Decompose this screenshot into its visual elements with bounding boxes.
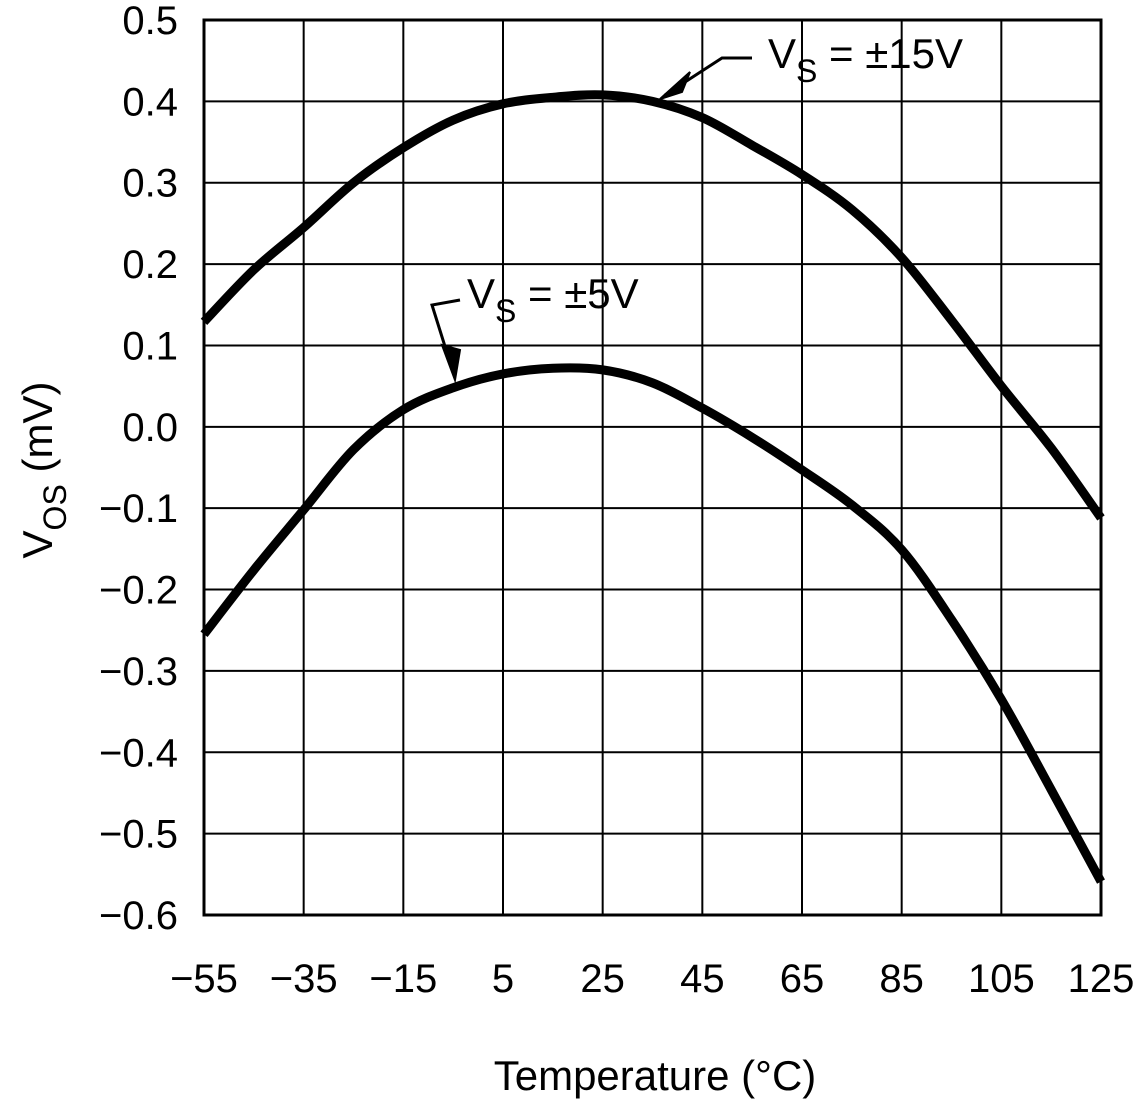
y-axis-label: VOS (mV) (14, 382, 73, 559)
y-tick-label: −0.1 (99, 487, 178, 531)
y-tick-label: 0.1 (122, 324, 178, 368)
y-tick-label: −0.6 (99, 894, 178, 938)
plot-frame (202, 18, 1103, 917)
arrowhead-15v (659, 71, 691, 100)
series-label-5v: VS = ±5V (467, 270, 639, 329)
y-tick-label: 0.0 (122, 406, 178, 450)
x-tick-label: 125 (1068, 957, 1135, 1001)
x-tick-label: −35 (270, 957, 338, 1001)
x-tick-label: 85 (879, 957, 924, 1001)
x-tick-label: −15 (369, 957, 437, 1001)
y-tick-label: 0.2 (122, 243, 178, 287)
x-tick-label: −55 (170, 957, 238, 1001)
y-tick-label: 0.3 (122, 162, 178, 206)
x-tick-labels: −55 −35 −15 5 25 45 65 85 105 125 (170, 957, 1134, 1001)
x-tick-label: 5 (492, 957, 514, 1001)
x-tick-label: 25 (580, 957, 625, 1001)
x-tick-label: 45 (680, 957, 725, 1001)
series-label-15v: VS = ±15V (768, 30, 963, 89)
x-axis-label: Temperature (°C) (494, 1052, 817, 1099)
arrowhead-5v (440, 343, 462, 384)
series-line-15v (200, 90, 1105, 521)
series-line-5v (200, 363, 1105, 884)
y-tick-label: −0.2 (99, 569, 178, 613)
x-tick-label: 105 (968, 957, 1035, 1001)
y-tick-label: −0.5 (99, 813, 178, 857)
series-lines (200, 90, 1105, 884)
y-tick-label: 0.5 (122, 0, 178, 43)
y-tick-label: 0.4 (122, 80, 178, 124)
y-tick-label: −0.4 (99, 731, 178, 775)
x-tick-label: 65 (780, 957, 825, 1001)
y-tick-label: −0.3 (99, 650, 178, 694)
y-tick-labels: 0.5 0.4 0.3 0.2 0.1 0.0 −0.1 −0.2 −0.3 −0.4 −0.5 −0… (99, 0, 178, 938)
